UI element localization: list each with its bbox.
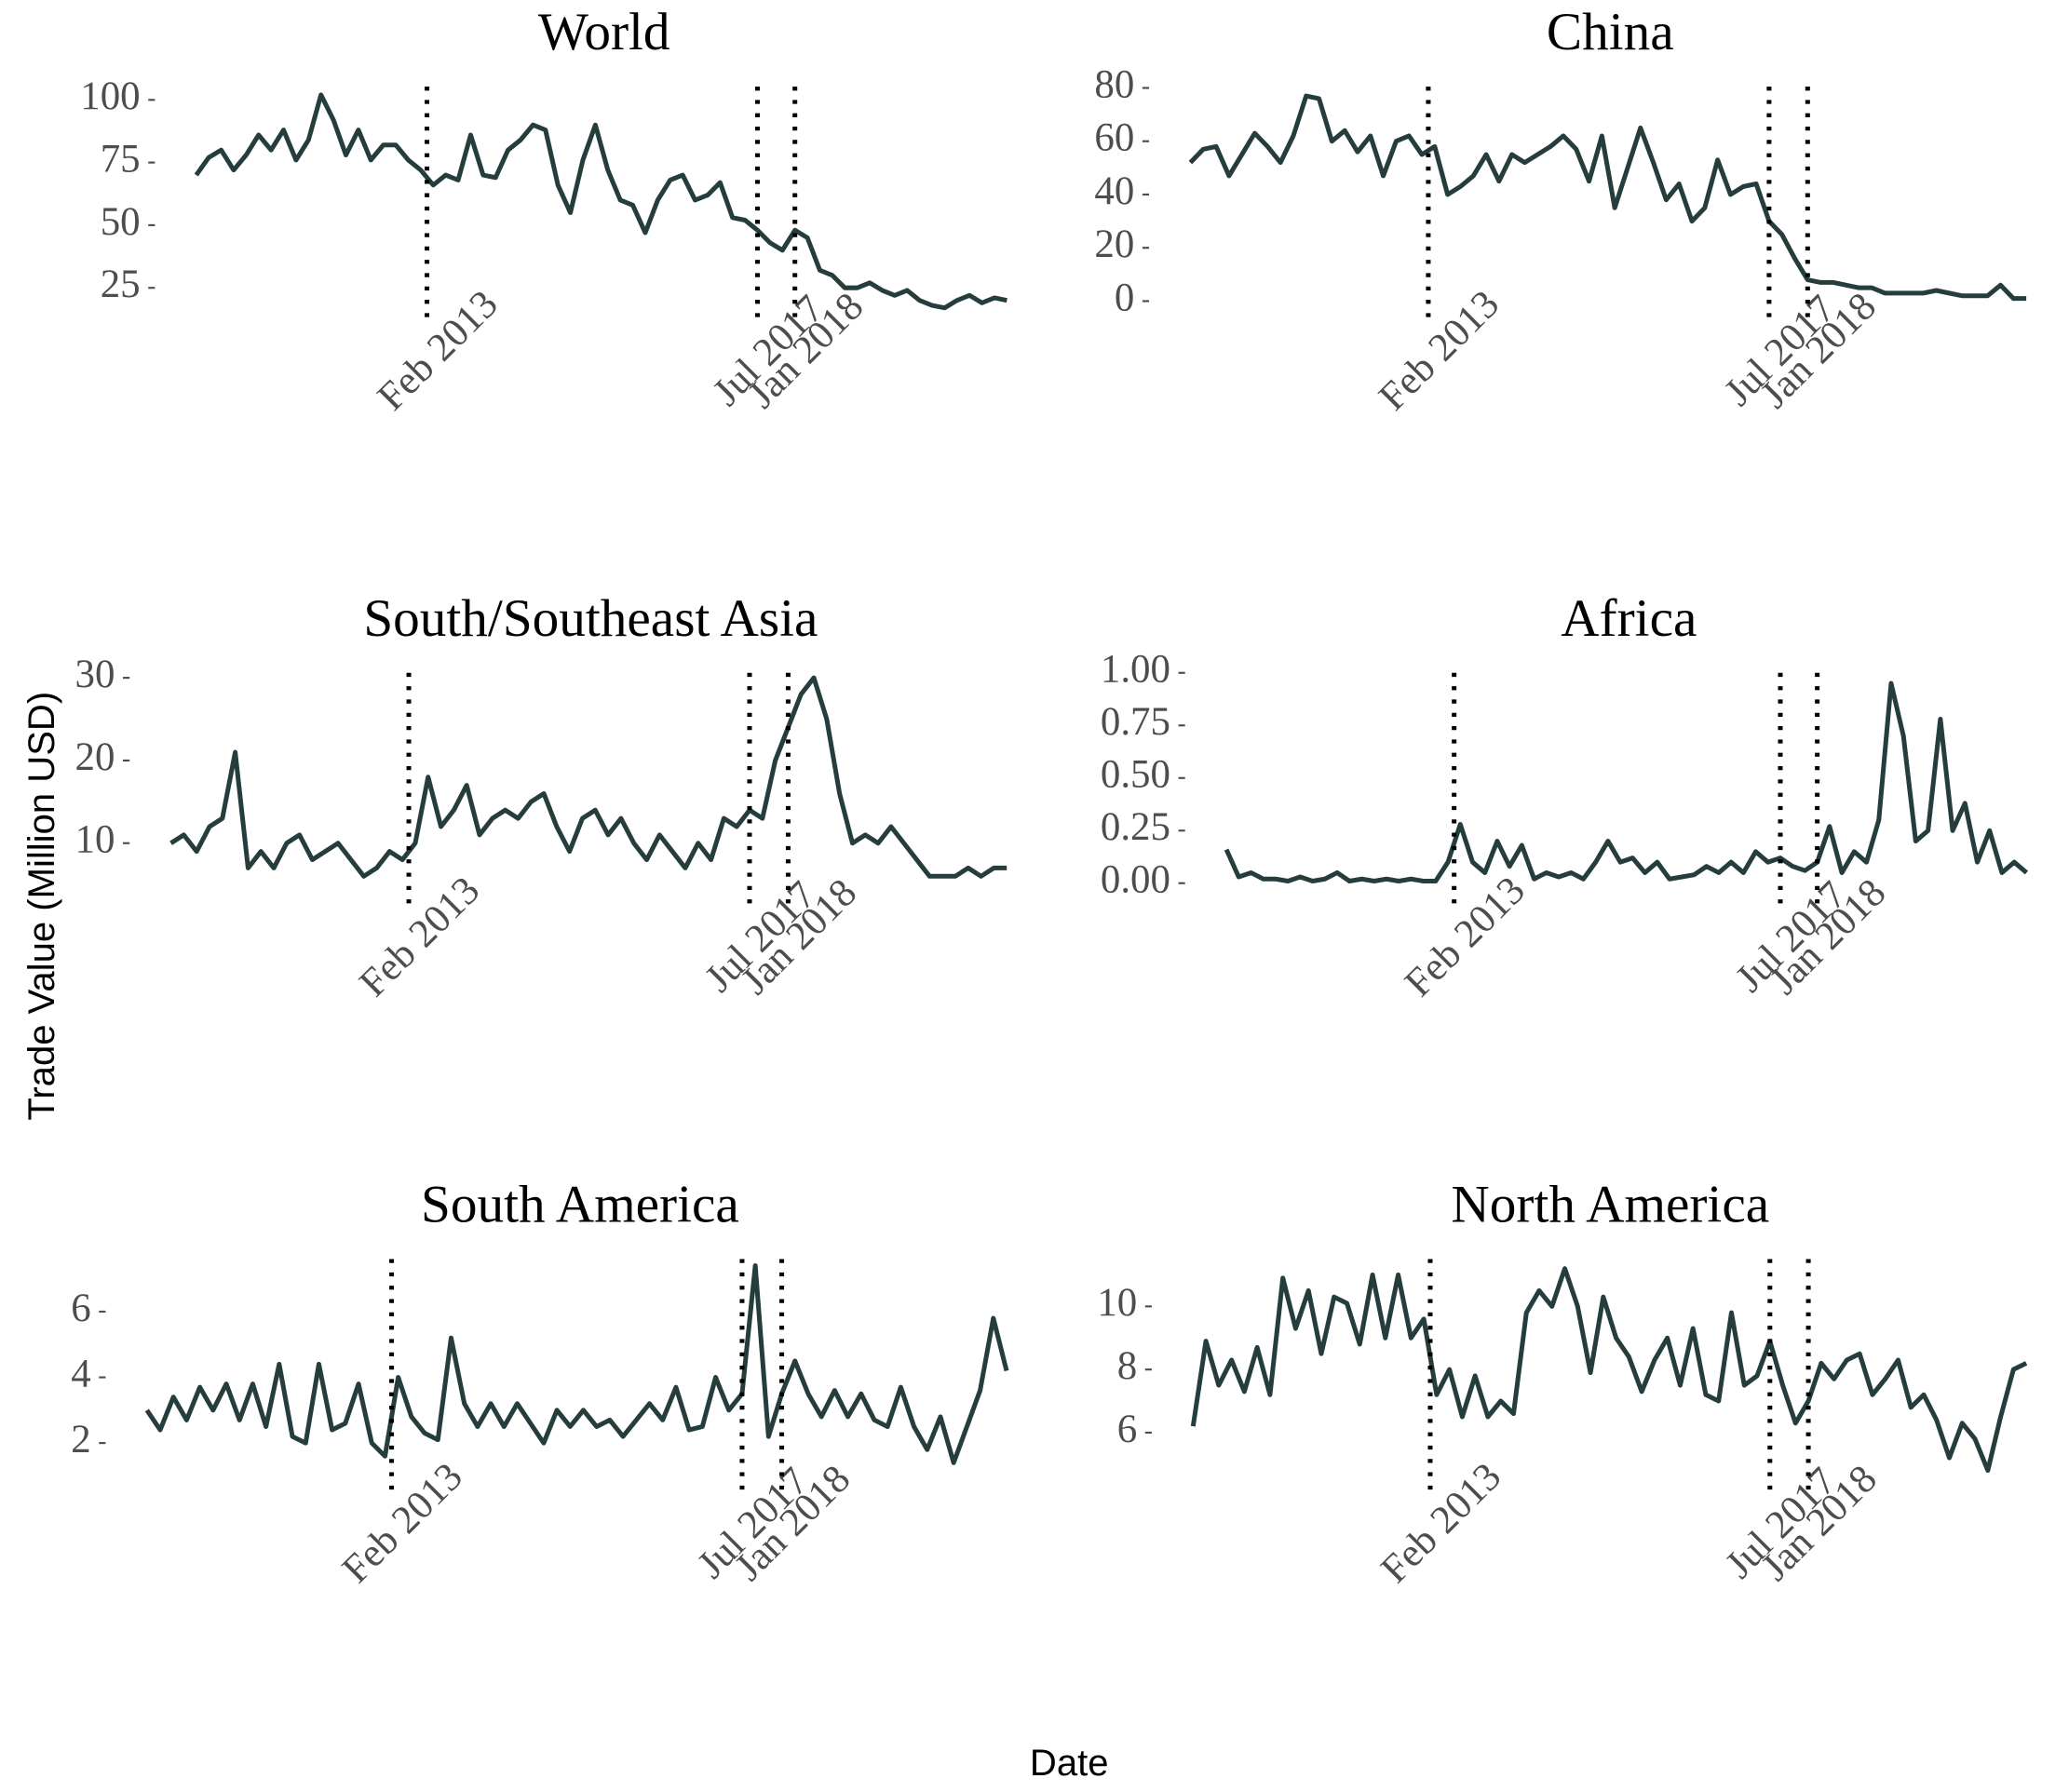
data-line: [1188, 93, 2027, 302]
y-tick-label: 10: [1097, 1281, 1137, 1325]
panel-title: China: [1547, 3, 1674, 61]
y-tick-label: 30: [75, 653, 115, 696]
y-tick-label: 20: [75, 735, 115, 779]
y-tick-label: 0.25: [1101, 805, 1170, 849]
y-tick-label: 20: [1094, 222, 1134, 266]
x-tick-label: Feb 2013: [370, 282, 507, 419]
panel-title: South America: [421, 1176, 739, 1234]
y-tick-label: 2: [71, 1418, 90, 1462]
data-line: [169, 675, 1007, 879]
x-tick-label: Feb 2013: [334, 1455, 471, 1592]
y-tick-label: 0.50: [1101, 753, 1170, 797]
y-axis-title: Trade Value (Million USD): [21, 692, 62, 1121]
y-tick-label: 40: [1094, 169, 1134, 213]
y-tick-label: 100: [80, 74, 140, 118]
panel-title: Africa: [1561, 589, 1697, 648]
panel-title: World: [538, 3, 670, 61]
y-tick-label: 6: [1117, 1408, 1137, 1451]
data-line: [1224, 680, 2029, 884]
y-tick-label: 50: [101, 200, 141, 244]
y-tick-label: 0: [1115, 276, 1134, 319]
x-axis-title: Date: [1030, 1743, 1109, 1784]
y-tick-label: 8: [1117, 1344, 1137, 1388]
data-line: [144, 1263, 1009, 1465]
x-tick-label: Feb 2013: [1397, 869, 1534, 1005]
y-tick-label: 1.00: [1101, 648, 1170, 692]
data-line: [194, 92, 1007, 311]
x-tick-label: Feb 2013: [1371, 282, 1508, 419]
y-tick-label: 25: [101, 263, 141, 306]
y-tick-label: 60: [1094, 116, 1134, 160]
x-tick-label: Feb 2013: [351, 869, 488, 1005]
x-tick-label: Feb 2013: [1373, 1455, 1509, 1592]
y-tick-label: 0.75: [1101, 700, 1170, 744]
y-tick-label: 80: [1094, 62, 1134, 106]
data-line: [1190, 1266, 2028, 1474]
y-tick-label: 75: [101, 137, 141, 181]
panel-title: South/Southeast Asia: [363, 589, 818, 648]
y-tick-label: 6: [71, 1287, 90, 1330]
y-tick-label: 4: [71, 1352, 90, 1395]
panel-title: North America: [1451, 1176, 1769, 1234]
y-tick-label: 10: [75, 818, 115, 862]
y-tick-label: 0.00: [1101, 858, 1170, 902]
